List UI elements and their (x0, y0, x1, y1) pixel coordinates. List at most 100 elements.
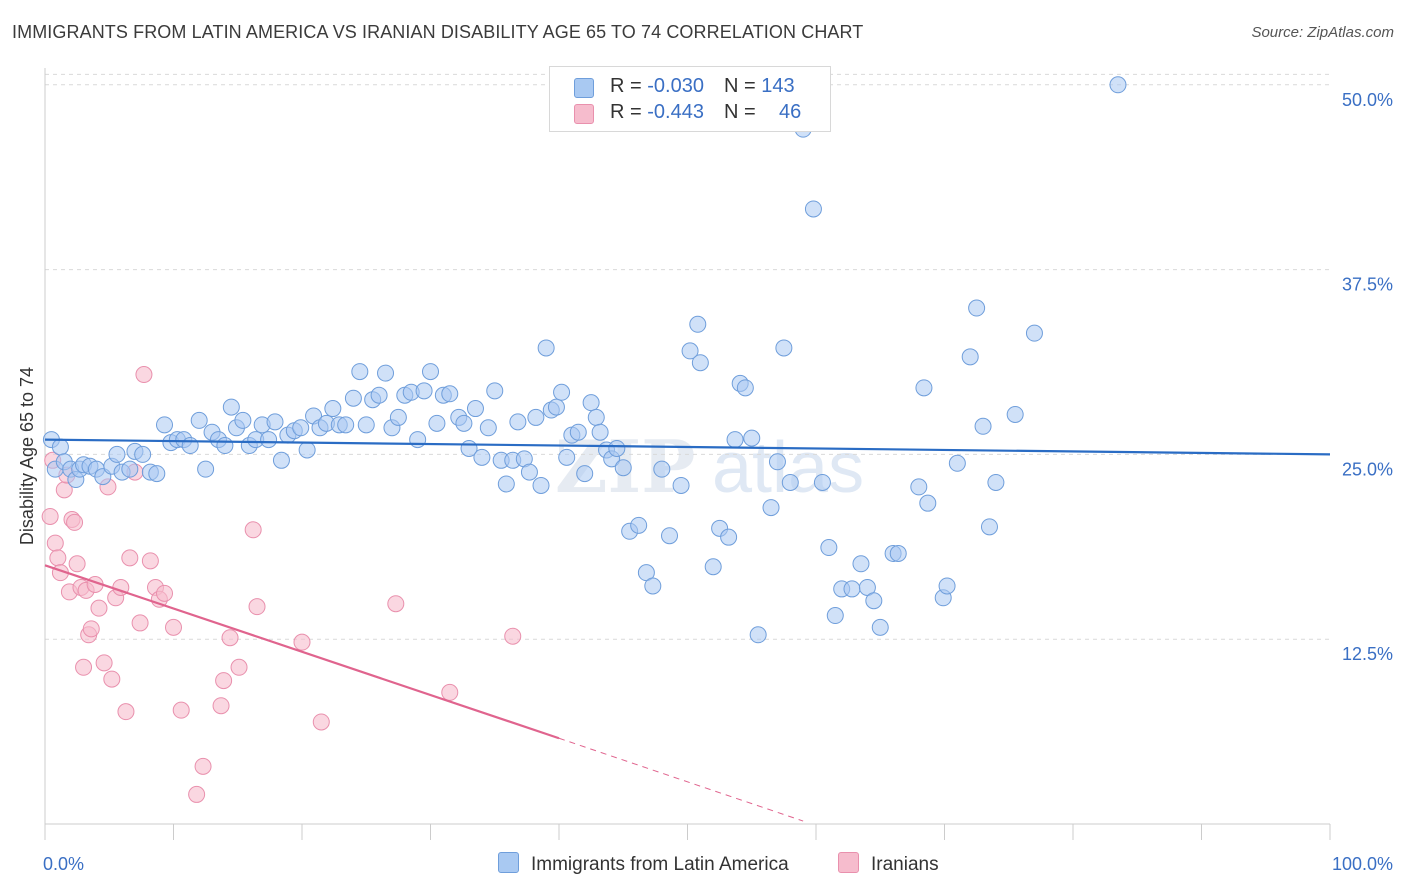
latin-america-point (466, 400, 484, 418)
iranians-point (46, 534, 64, 552)
latin-america-point (974, 417, 992, 435)
iranians-point (131, 614, 149, 632)
n-value: 46 (778, 101, 802, 123)
iranians-point (75, 658, 93, 676)
latin-america-point (614, 459, 632, 477)
latin-america-point (389, 408, 407, 426)
latin-america-point (216, 437, 234, 455)
iranians-point (103, 670, 121, 688)
latin-america-point (266, 413, 284, 431)
iranians-point (230, 658, 248, 676)
n-label: N = (723, 101, 762, 123)
latin-america-point (409, 431, 427, 449)
bottom-legend-iranians: Iranians (838, 852, 939, 876)
y-tick-label: 25.0% (1342, 459, 1393, 479)
iranians-point (135, 366, 153, 384)
latin-america-point (344, 389, 362, 407)
iranians-point (82, 620, 100, 638)
iranians-point (141, 552, 159, 570)
iranians-point (441, 683, 459, 701)
latin-america-point (377, 364, 395, 382)
legend-swatch-pink (574, 104, 594, 124)
latin-america-point (820, 539, 838, 557)
latin-america-point (1006, 405, 1024, 423)
iranians-point (90, 599, 108, 617)
latin-america-point (537, 339, 555, 357)
latin-america-point (497, 475, 515, 493)
latin-america-point (486, 382, 504, 400)
latin-america-point (415, 382, 433, 400)
latin-america-point (775, 339, 793, 357)
latin-america-point (547, 398, 565, 416)
latin-america-point (865, 592, 883, 610)
r-value: -0.030 (647, 75, 704, 97)
latin-america-point (370, 386, 388, 404)
iranians-point (156, 584, 174, 602)
latin-america-points (42, 76, 1127, 644)
latin-america-point (121, 460, 139, 478)
latin-america-point (968, 299, 986, 317)
latin-america-trend-line (44, 438, 1331, 456)
latin-america-point (509, 413, 527, 431)
y-tick-label: 37.5% (1342, 275, 1393, 295)
latin-america-point (689, 315, 707, 333)
latin-america-point (134, 445, 152, 463)
latin-america-point (357, 416, 375, 434)
latin-america-point (582, 394, 600, 412)
latin-america-point (681, 342, 699, 360)
iranians-point (504, 627, 522, 645)
latin-america-point (736, 379, 754, 397)
source-note: Source: ZipAtlas.com (1251, 24, 1394, 41)
legend-text: R = -0.030 N = 143 (610, 75, 795, 98)
y-tick-labels: 12.5% 25.0% 37.5% 50.0% (1342, 90, 1393, 664)
latin-america-point (234, 411, 252, 429)
legend-text: R = -0.443 N = 46 (610, 101, 801, 124)
latin-america-point (948, 454, 966, 472)
correlation-legend: R = -0.030 N = 143 R = -0.443 N = 46 (549, 66, 831, 132)
r-value: -0.443 (647, 101, 704, 123)
latin-america-point (938, 577, 956, 595)
latin-america-point (768, 453, 786, 471)
x-tick-labels: 0.0% 100.0% (43, 854, 1393, 874)
latin-america-point (813, 473, 831, 491)
iranians-point (215, 672, 233, 690)
n-value: 143 (761, 75, 795, 97)
iranians-point (66, 513, 84, 531)
latin-america-point (455, 414, 473, 432)
bottom-legend-swatch-blue (498, 852, 519, 873)
latin-america-point (527, 408, 545, 426)
iranians-point (95, 654, 113, 672)
latin-america-point (553, 383, 571, 401)
latin-america-point (569, 423, 587, 441)
iranians-point (172, 701, 190, 719)
chart-title: IMMIGRANTS FROM LATIN AMERICA VS IRANIAN… (12, 22, 864, 42)
latin-america-point (804, 200, 822, 218)
bottom-legend-label: Immigrants from Latin America (531, 854, 789, 875)
latin-america-point (1025, 324, 1043, 342)
latin-america-point (337, 416, 355, 434)
latin-america-point (608, 439, 626, 457)
iranians-point (221, 629, 239, 647)
latin-america-point (292, 419, 310, 437)
latin-america-point (428, 414, 446, 432)
latin-america-point (961, 348, 979, 366)
iranians-point (194, 757, 212, 775)
x-tick-label: 0.0% (43, 854, 84, 874)
bottom-legend-label: Iranians (871, 854, 939, 875)
latin-america-point (479, 419, 497, 437)
iranians-point (244, 521, 262, 539)
latin-america-point (1109, 76, 1127, 94)
latin-america-point (272, 451, 290, 469)
latin-america-point (987, 473, 1005, 491)
iranians-point (248, 598, 266, 616)
latin-america-point (351, 363, 369, 381)
r-label: R = (610, 75, 648, 97)
latin-america-point (749, 626, 767, 644)
iranians-point (293, 633, 311, 651)
latin-america-point (980, 518, 998, 536)
latin-america-point (720, 528, 738, 546)
bottom-legend-latin-america: Immigrants from Latin America (498, 852, 789, 876)
latin-america-point (889, 544, 907, 562)
trend-lines (44, 438, 1331, 822)
